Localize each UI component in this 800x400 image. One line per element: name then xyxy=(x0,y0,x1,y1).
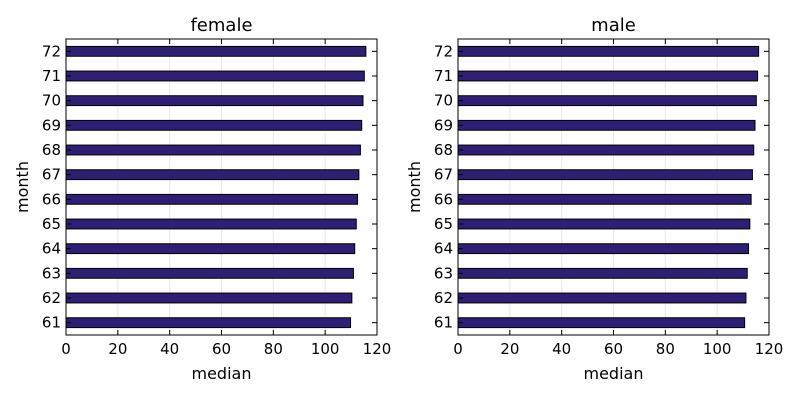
x-axis-label-female: median xyxy=(192,364,252,383)
bar-female-63 xyxy=(65,267,354,279)
bar-female-68 xyxy=(65,144,361,156)
bar-male-66 xyxy=(457,193,752,205)
x-tick-label-female-1: 20 xyxy=(108,340,127,358)
bar-male-69 xyxy=(457,119,756,131)
bar-male-61 xyxy=(457,317,746,329)
bars-female xyxy=(65,45,367,329)
x-tick-label-female-5: 100 xyxy=(311,340,340,358)
bar-male-62 xyxy=(457,292,747,304)
x-tick-label-male-3: 60 xyxy=(604,340,623,358)
x-axis-label-male: median xyxy=(584,364,644,383)
y-tick-label-male-71: 71 xyxy=(434,67,453,85)
ticks-female: 0 20 40 60 80 100 120 61 62 63 64 65 66 67 68 69 70 71 72 xyxy=(42,39,391,358)
x-tick-label-male-1: 20 xyxy=(500,340,519,358)
y-tick-label-female-70: 70 xyxy=(42,92,61,110)
ticks-male: 0 20 40 60 80 100 120 61 62 63 64 65 66 67 68 69 70 71 72 xyxy=(434,39,783,358)
x-tick-label-male-2: 40 xyxy=(552,340,571,358)
bar-male-68 xyxy=(457,144,755,156)
y-axis-label-male: month xyxy=(405,161,424,213)
bar-female-69 xyxy=(65,119,363,131)
grid-male xyxy=(509,39,718,335)
bar-male-64 xyxy=(457,243,750,255)
x-tick-label-male-0: 0 xyxy=(453,340,463,358)
y-tick-label-male-67: 67 xyxy=(434,166,453,184)
y-tick-label-female-68: 68 xyxy=(42,141,61,159)
bar-male-67 xyxy=(457,169,753,181)
chart-title-male: male xyxy=(591,15,636,36)
y-tick-label-male-65: 65 xyxy=(434,215,453,233)
x-tick-label-male-5: 100 xyxy=(703,340,732,358)
y-tick-label-female-72: 72 xyxy=(42,42,61,60)
x-tick-label-female-3: 60 xyxy=(212,340,231,358)
chart-panel-male: 0 20 40 60 80 100 120616263646566676869707172 … xyxy=(405,15,783,383)
y-tick-label-female-65: 65 xyxy=(42,215,61,233)
y-axis-label-female: month xyxy=(13,161,32,213)
bar-male-71 xyxy=(457,70,759,82)
bar-female-65 xyxy=(65,218,357,230)
x-tick-label-female-0: 0 xyxy=(61,340,71,358)
bar-female-72 xyxy=(65,45,367,57)
y-tick-label-male-72: 72 xyxy=(434,42,453,60)
y-tick-label-male-70: 70 xyxy=(434,92,453,110)
bar-female-67 xyxy=(65,169,360,181)
y-tick-label-female-66: 66 xyxy=(42,190,61,208)
y-tick-label-female-63: 63 xyxy=(42,264,61,282)
bar-male-70 xyxy=(457,95,757,107)
y-tick-label-female-62: 62 xyxy=(42,289,61,307)
x-tick-label-female-4: 80 xyxy=(264,340,283,358)
x-tick-label-female-6: 120 xyxy=(363,340,392,358)
bars-male xyxy=(457,45,760,329)
y-tick-label-male-64: 64 xyxy=(434,240,453,258)
y-tick-label-male-62: 62 xyxy=(434,289,453,307)
x-tick-label-female-2: 40 xyxy=(160,340,179,358)
y-tick-label-male-61: 61 xyxy=(434,314,453,332)
x-tick-label-male-6: 120 xyxy=(755,340,784,358)
bar-female-61 xyxy=(65,317,352,329)
grid-female xyxy=(117,39,326,335)
bar-female-66 xyxy=(65,193,359,205)
y-tick-label-female-71: 71 xyxy=(42,67,61,85)
chart-panel-female: 0 20 40 60 80 100 120616263646566676869707172 … xyxy=(13,15,391,383)
bar-male-72 xyxy=(457,45,760,57)
bar-female-62 xyxy=(65,292,353,304)
bar-female-70 xyxy=(65,95,364,107)
y-tick-label-female-64: 64 xyxy=(42,240,61,258)
y-tick-label-male-66: 66 xyxy=(434,190,453,208)
y-tick-label-male-69: 69 xyxy=(434,116,453,134)
y-tick-label-male-63: 63 xyxy=(434,264,453,282)
chart-title-female: female xyxy=(190,15,252,36)
y-tick-label-male-68: 68 xyxy=(434,141,453,159)
bar-female-71 xyxy=(65,70,365,82)
bar-male-65 xyxy=(457,218,751,230)
x-tick-label-male-4: 80 xyxy=(656,340,675,358)
y-tick-label-female-69: 69 xyxy=(42,116,61,134)
y-tick-label-female-61: 61 xyxy=(42,314,61,332)
bar-female-64 xyxy=(65,243,356,255)
y-tick-label-female-67: 67 xyxy=(42,166,61,184)
bar-male-63 xyxy=(457,267,748,279)
